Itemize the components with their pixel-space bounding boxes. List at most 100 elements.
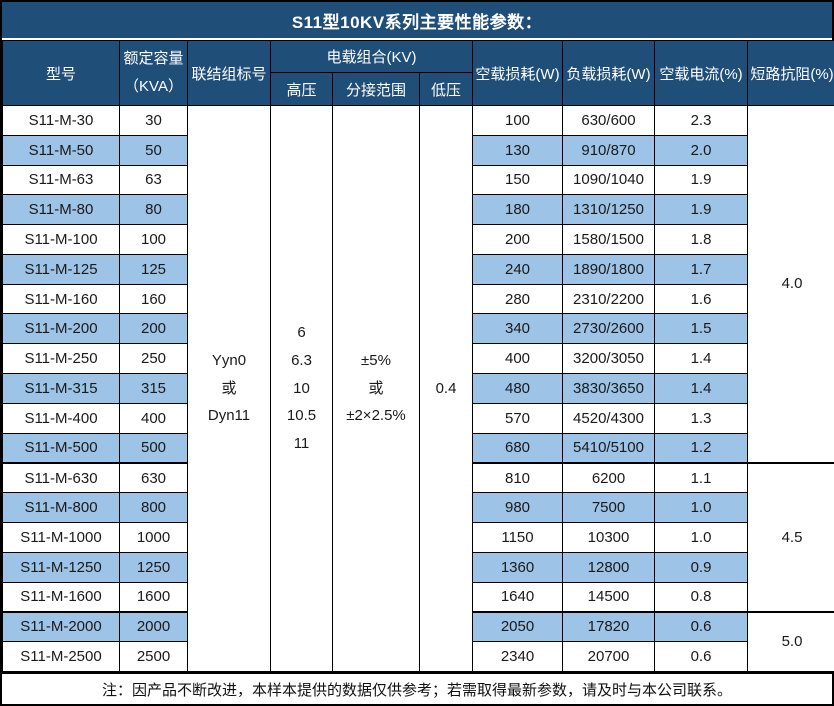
model-cell: S11-M-50	[2, 134, 120, 166]
capacity-cell: 160	[119, 283, 188, 315]
model-cell: S11-M-1000	[2, 521, 120, 553]
load-loss-cell: 17820	[562, 610, 655, 643]
no-load-current-cell: 1.4	[654, 373, 748, 404]
capacity-cell: 125	[119, 253, 188, 285]
table-row: S11-M-50 50 130 910/870 2.0	[2, 134, 834, 166]
header-connection: 联结组标号	[187, 40, 271, 106]
tap-cell: ±5% 或 ±2×2.5%	[332, 105, 420, 672]
load-loss-cell: 14500	[562, 581, 655, 613]
no-load-loss-cell: 340	[472, 313, 563, 345]
header-hv: 高压	[270, 72, 333, 106]
no-load-loss-cell: 810	[472, 461, 563, 494]
load-loss-cell: 20700	[562, 641, 655, 672]
table-row: S11-M-160 160 280 2310/2200 1.6	[2, 283, 834, 315]
no-load-current-cell: 2.0	[654, 134, 748, 166]
no-load-current-cell: 1.1	[654, 461, 748, 494]
table-header: 型号 额定容量 （KVA） 联结组标号 电载组合(KV) 空载损耗(W) 负载损…	[2, 40, 834, 106]
page-title: S11型10KV系列主要性能参数：	[2, 2, 832, 40]
capacity-cell: 800	[119, 492, 188, 523]
model-cell: S11-M-160	[2, 283, 120, 315]
no-load-loss-cell: 1150	[472, 521, 563, 553]
model-cell: S11-M-2000	[2, 610, 120, 643]
capacity-cell: 100	[119, 224, 188, 255]
model-cell: S11-M-63	[2, 164, 120, 196]
load-loss-cell: 5410/5100	[562, 432, 655, 464]
table-row: S11-M-125 125 240 1890/1800 1.7	[2, 253, 834, 285]
model-cell: S11-M-1250	[2, 551, 120, 583]
table-row: S11-M-800 800 980 7500 1.0	[2, 492, 834, 523]
load-loss-cell: 7500	[562, 492, 655, 523]
spec-table: 型号 额定容量 （KVA） 联结组标号 电载组合(KV) 空载损耗(W) 负载损…	[2, 40, 834, 672]
load-loss-cell: 6200	[562, 461, 655, 494]
no-load-current-cell: 1.0	[654, 521, 748, 553]
model-cell: S11-M-800	[2, 492, 120, 523]
no-load-current-cell: 1.3	[654, 402, 748, 434]
capacity-cell: 1250	[119, 551, 188, 583]
table-row: S11-M-100 100 200 1580/1500 1.8	[2, 224, 834, 255]
header-capacity: 额定容量 （KVA）	[119, 40, 188, 106]
no-load-current-cell: 1.9	[654, 164, 748, 196]
lv-cell: 0.4	[419, 105, 473, 672]
table-row: S11-M-63 63 150 1090/1040 1.9	[2, 164, 834, 196]
no-load-loss-cell: 400	[472, 343, 563, 375]
header-tap: 分接范围	[332, 72, 420, 106]
load-loss-cell: 2730/2600	[562, 313, 655, 345]
capacity-cell: 63	[119, 164, 188, 196]
no-load-loss-cell: 1360	[472, 551, 563, 583]
table-row: S11-M-1600 1600 1640 14500 0.8	[2, 581, 834, 613]
header-model: 型号	[2, 40, 120, 106]
load-loss-cell: 1890/1800	[562, 253, 655, 285]
model-cell: S11-M-100	[2, 224, 120, 255]
no-load-current-cell: 1.4	[654, 343, 748, 375]
capacity-cell: 2500	[119, 641, 188, 672]
load-loss-cell: 12800	[562, 551, 655, 583]
load-loss-cell: 3200/3050	[562, 343, 655, 375]
no-load-loss-cell: 2340	[472, 641, 563, 672]
no-load-loss-cell: 280	[472, 283, 563, 315]
no-load-loss-cell: 200	[472, 224, 563, 255]
no-load-current-cell: 1.6	[654, 283, 748, 315]
table-row: S11-M-500 500 680 5410/5100 1.2	[2, 432, 834, 464]
no-load-current-cell: 0.9	[654, 551, 748, 583]
table-row: S11-M-250 250 400 3200/3050 1.4	[2, 343, 834, 375]
table-row: S11-M-315 315 480 3830/3650 1.4	[2, 373, 834, 404]
load-loss-cell: 10300	[562, 521, 655, 553]
model-cell: S11-M-200	[2, 313, 120, 345]
impedance-cell: 5.0	[747, 610, 834, 672]
capacity-cell: 200	[119, 313, 188, 345]
table-row: S11-M-1250 1250 1360 12800 0.9	[2, 551, 834, 583]
model-cell: S11-M-400	[2, 402, 120, 434]
capacity-cell: 30	[119, 105, 188, 136]
header-voltage-group: 电载组合(KV)	[270, 40, 473, 73]
model-cell: S11-M-630	[2, 461, 120, 494]
model-cell: S11-M-500	[2, 432, 120, 464]
capacity-cell: 50	[119, 134, 188, 166]
no-load-current-cell: 0.8	[654, 581, 748, 613]
capacity-cell: 630	[119, 461, 188, 494]
table-row: S11-M-2500 2500 2340 20700 0.6	[2, 641, 834, 672]
no-load-current-cell: 1.7	[654, 253, 748, 285]
impedance-cell: 4.5	[747, 461, 834, 613]
no-load-current-cell: 1.0	[654, 492, 748, 523]
no-load-loss-cell: 680	[472, 432, 563, 464]
no-load-loss-cell: 980	[472, 492, 563, 523]
model-cell: S11-M-30	[2, 105, 120, 136]
model-cell: S11-M-80	[2, 194, 120, 226]
table-row: S11-M-30 30 Yyn0 或 Dyn11 6 6.3 10 10.5 11 ±5…	[2, 104, 834, 672]
no-load-current-cell: 1.5	[654, 313, 748, 345]
capacity-cell: 2000	[119, 610, 188, 643]
capacity-cell: 400	[119, 402, 188, 434]
table-row: S11-M-2000 2000 2050 17820 0.6 5.0	[2, 610, 834, 672]
load-loss-cell: 4520/4300	[562, 402, 655, 434]
no-load-loss-cell: 180	[472, 194, 563, 226]
header-impedance: 短路抗阻(%)	[747, 40, 834, 106]
table-row: S11-M-1000 1000 1150 10300 1.0	[2, 521, 834, 553]
model-cell: S11-M-1600	[2, 581, 120, 613]
no-load-loss-cell: 100	[472, 105, 563, 136]
no-load-loss-cell: 150	[472, 164, 563, 196]
no-load-current-cell: 2.3	[654, 105, 748, 136]
capacity-cell: 1600	[119, 581, 188, 613]
no-load-loss-cell: 130	[472, 134, 563, 166]
no-load-loss-cell: 570	[472, 402, 563, 434]
